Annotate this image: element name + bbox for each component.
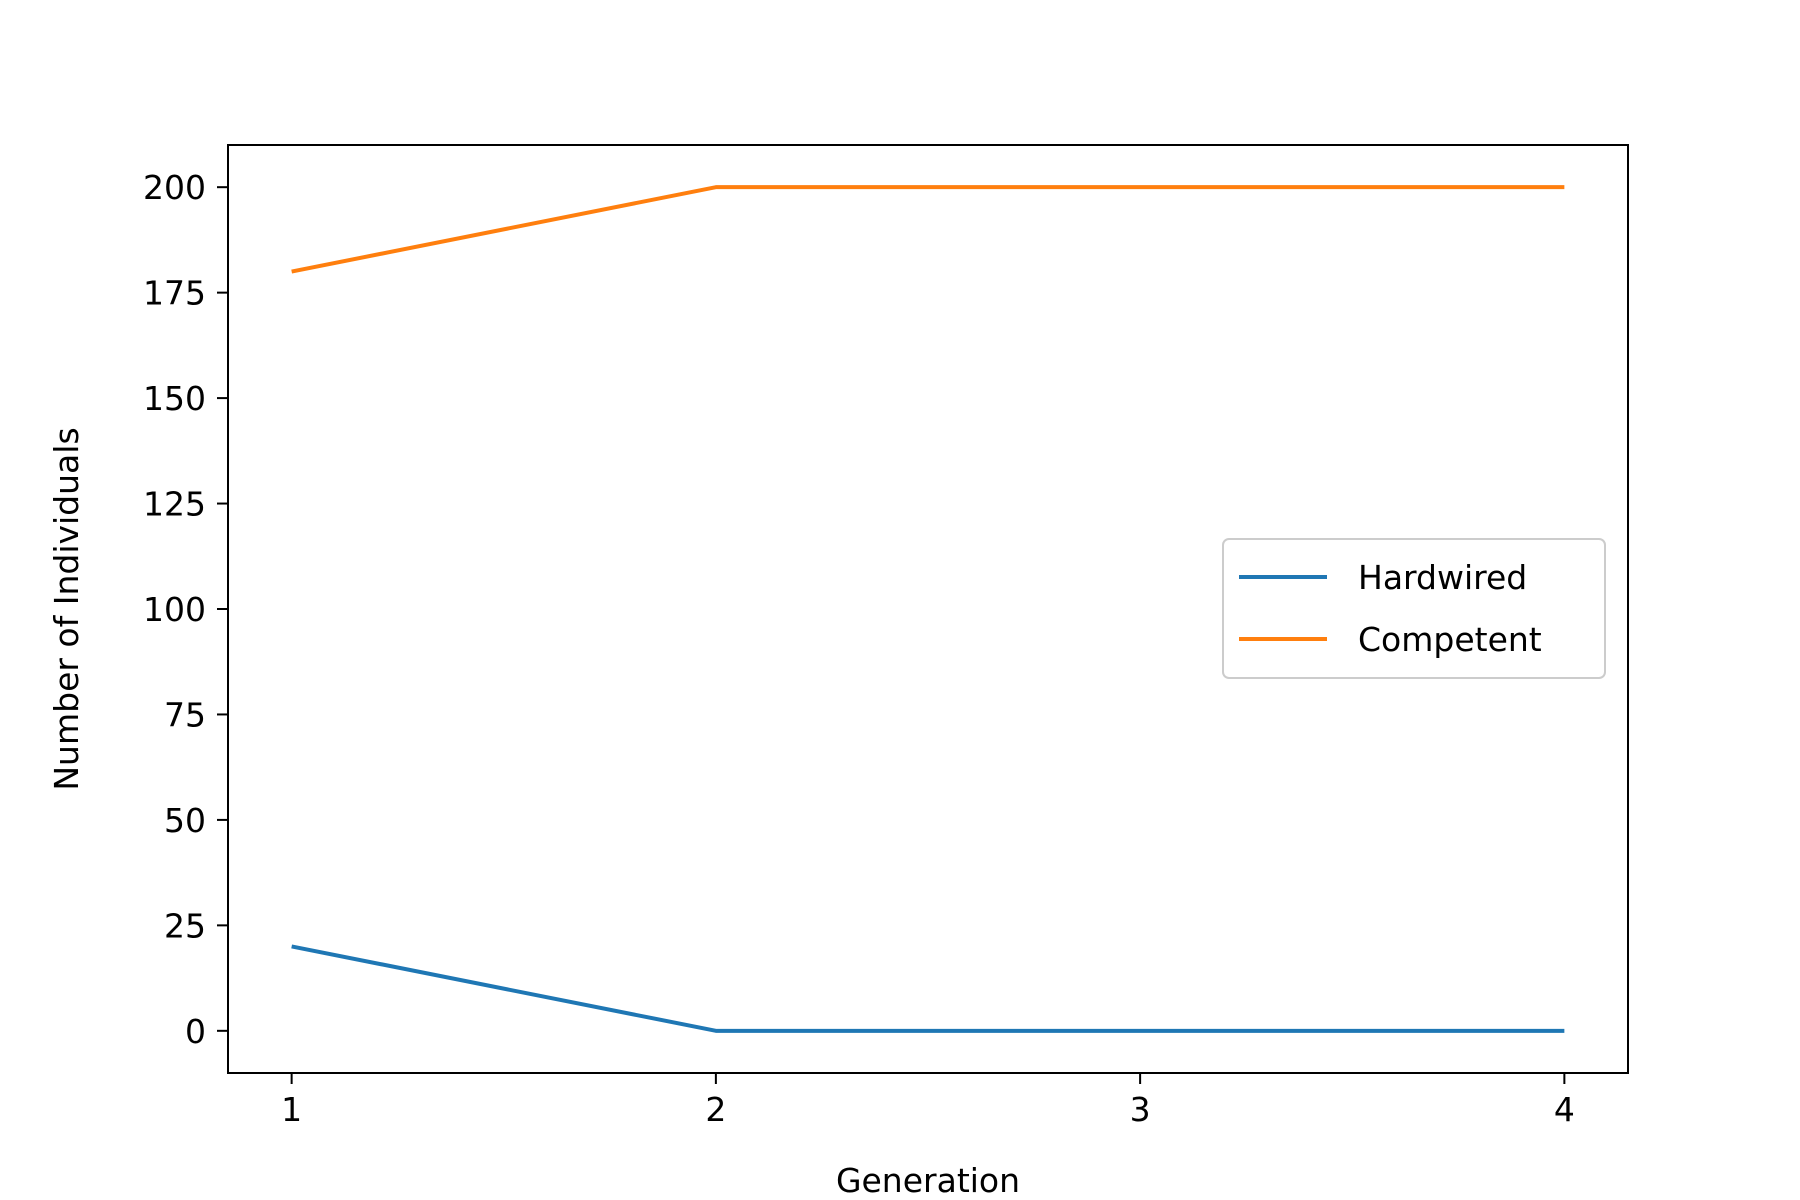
legend-label-hardwired: Hardwired [1358,558,1527,597]
x-axis-label: Generation [836,1161,1020,1200]
x-tick-label: 4 [1554,1090,1575,1129]
series-line-hardwired [291,944,1565,1033]
x-tick-label: 3 [1130,1090,1151,1129]
y-tick-label: 25 [164,906,206,945]
y-tick-label: 200 [143,168,206,207]
y-tick-label: 100 [143,590,206,629]
y-tick-label: 75 [164,695,206,734]
x-tick-label: 2 [705,1090,726,1129]
x-tick-label: 1 [281,1090,302,1129]
legend-frame [1222,538,1606,679]
y-tick-label: 0 [185,1012,206,1051]
series-line-competent [291,185,1565,274]
legend-label-competent: Competent [1358,620,1542,659]
x-axis: 1 2 3 4 [281,1073,1575,1129]
y-tick-label: 50 [164,801,206,840]
y-tick-label: 125 [143,485,206,524]
y-axis: 0 25 50 75 100 125 150 175 200 [143,168,228,1051]
y-tick-label: 150 [143,379,206,418]
legend: Hardwired Competent [1222,538,1606,679]
y-tick-label: 175 [143,274,206,313]
y-axis-label: Number of Individuals [47,427,86,790]
series-layer [291,185,1565,1033]
